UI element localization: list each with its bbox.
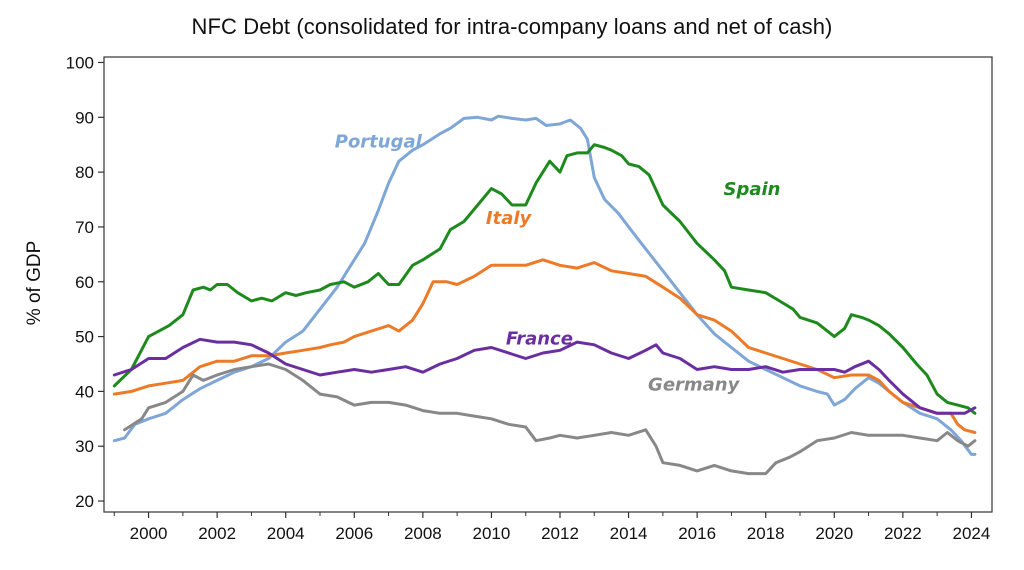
x-tick-label: 2018 (747, 524, 785, 543)
y-tick-label: 80 (75, 163, 94, 182)
y-tick-label: 70 (75, 218, 94, 237)
x-tick-label: 2012 (541, 524, 579, 543)
y-tick-label: 30 (75, 437, 94, 456)
x-tick-label: 2006 (335, 524, 373, 543)
plot-frame (103, 56, 993, 513)
x-tick-label: 2010 (473, 524, 511, 543)
y-tick-label: 100 (66, 53, 94, 72)
x-tick-label: 2022 (884, 524, 922, 543)
series-line-portugal (112, 114, 977, 456)
series-line-germany (123, 362, 977, 476)
x-tick-label: 2000 (130, 524, 168, 543)
x-tick-label: 2020 (815, 524, 853, 543)
y-tick-label: 40 (75, 382, 94, 401)
x-tick-label: 2008 (404, 524, 442, 543)
y-axis-title: % of GDP (24, 241, 45, 325)
series-label-italy: Italy (486, 208, 533, 229)
series-label-france: France (506, 328, 573, 349)
x-tick-label: 2002 (198, 524, 236, 543)
series-label-portugal: Portugal (335, 131, 423, 152)
series-label-germany: Germany (648, 374, 741, 395)
y-tick-label: 20 (75, 492, 94, 511)
series-label-spain: Spain (724, 179, 781, 200)
x-tick-label: 2016 (678, 524, 716, 543)
x-tick-label: 2004 (267, 524, 305, 543)
series-line-italy (112, 258, 977, 434)
x-tick-label: 2014 (610, 524, 648, 543)
chart-title: NFC Debt (consolidated for intra-company… (191, 14, 833, 39)
x-tick-label: 2024 (953, 524, 991, 543)
series-line-france (112, 337, 977, 415)
y-tick-label: 60 (75, 273, 94, 292)
y-tick-label: 90 (75, 108, 94, 127)
y-tick-label: 50 (75, 328, 94, 347)
series-line-spain (112, 143, 977, 415)
